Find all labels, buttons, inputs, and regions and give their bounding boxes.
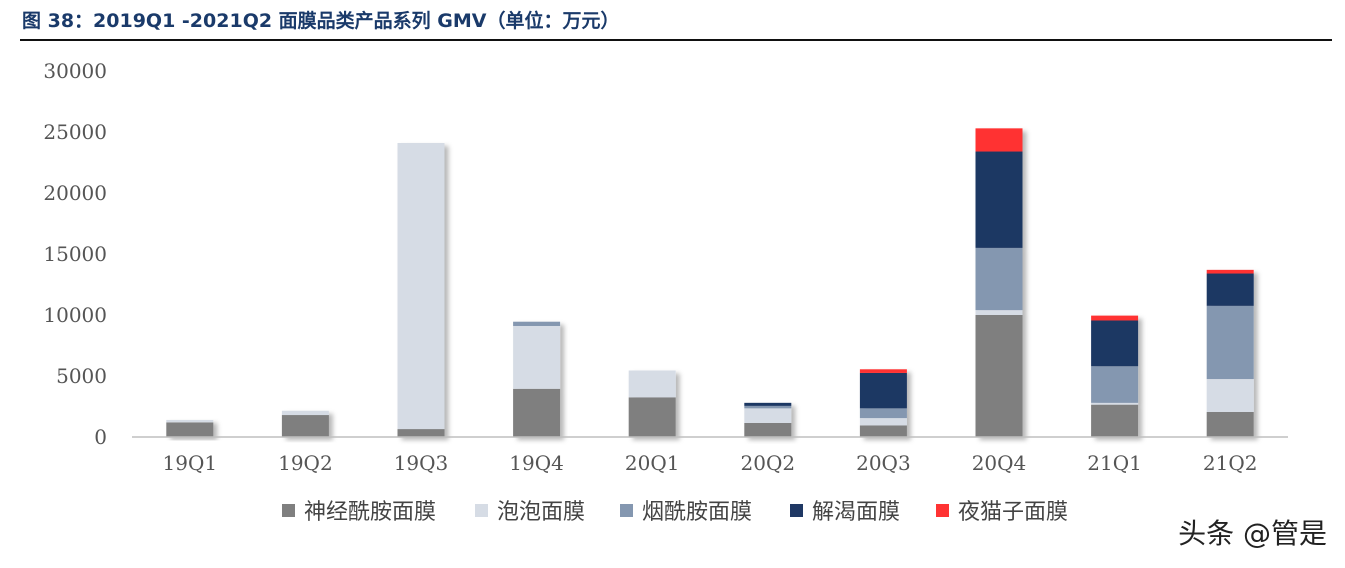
bar-segment-19q1-s0 xyxy=(166,422,214,437)
legend-swatch xyxy=(790,503,803,517)
bar-segment-21q2-s3 xyxy=(1206,273,1254,306)
bar-segment-19q1-s1 xyxy=(166,419,214,423)
bar-segment-19q2-s1 xyxy=(281,410,329,416)
bar-segment-21q2-s1 xyxy=(1206,379,1254,412)
legend-swatch xyxy=(282,503,295,517)
y-tick-label: 10000 xyxy=(43,303,107,327)
y-tick-label: 25000 xyxy=(43,120,107,144)
bar-segment-21q1-s0 xyxy=(1091,404,1139,437)
x-tick-label: 20Q1 xyxy=(625,451,680,475)
x-tick-label: 20Q4 xyxy=(972,451,1027,475)
x-tick-label: 19Q4 xyxy=(509,451,564,475)
legend-swatch xyxy=(475,503,488,517)
bar-segment-20q3-s1 xyxy=(859,418,907,426)
y-tick-label: 5000 xyxy=(56,364,107,388)
x-tick-label: 19Q1 xyxy=(163,451,218,475)
bar-segment-19q3-s1 xyxy=(397,142,445,430)
bar-stack-20q4 xyxy=(975,128,1023,437)
bar-segment-20q1-s1 xyxy=(628,370,676,398)
bar-segment-20q3-s4 xyxy=(859,369,907,373)
legend-label: 神经酰胺面膜 xyxy=(304,500,437,525)
bar-segment-21q2-s0 xyxy=(1206,411,1254,437)
watermark: 头条 @管是 xyxy=(1178,517,1327,550)
bar-segment-21q2-s2 xyxy=(1206,305,1254,380)
y-tick-label: 30000 xyxy=(43,59,107,83)
bar-segment-21q1-s3 xyxy=(1091,320,1139,367)
bar-segment-19q2-s0 xyxy=(281,415,329,437)
bar-stack-20q1 xyxy=(628,370,676,437)
x-tick-label: 19Q2 xyxy=(278,451,333,475)
legend-label: 夜猫子面膜 xyxy=(958,500,1069,525)
x-tick-label: 21Q2 xyxy=(1203,451,1258,475)
bar-segment-20q4-s0 xyxy=(975,315,1023,437)
legend-item: 烟酰胺面膜 xyxy=(620,494,752,526)
bar-segment-20q2-s2 xyxy=(744,405,792,409)
x-tick-label: 19Q3 xyxy=(394,451,449,475)
x-tick-label: 20Q2 xyxy=(741,451,796,475)
bar-segment-20q3-s2 xyxy=(859,408,907,419)
bar-segment-21q2-s4 xyxy=(1206,269,1254,274)
legend-label: 烟酰胺面膜 xyxy=(642,500,753,525)
legend-item: 泡泡面膜 xyxy=(475,494,585,526)
bar-segment-20q3-s3 xyxy=(859,372,907,409)
bar-segment-20q2-s0 xyxy=(744,422,792,437)
legend-swatch xyxy=(936,503,949,517)
bar-stack-21q1 xyxy=(1091,315,1139,437)
bar-segment-20q4-s3 xyxy=(975,151,1023,248)
y-axis-ticks: 0 5000 10000 15000 20000 25000 30000 xyxy=(43,59,107,449)
bar-segment-19q4-s2 xyxy=(513,321,561,326)
bar-stack-19q2 xyxy=(281,410,329,437)
x-tick-label: 20Q3 xyxy=(856,451,911,475)
bar-groups xyxy=(166,128,1254,437)
y-tick-label: 15000 xyxy=(43,242,107,266)
chart-legend: 神经酰胺面膜 泡泡面膜 烟酰胺面膜 解渴面膜 夜猫子面膜 xyxy=(0,494,1345,534)
x-axis-ticks: 19Q1 19Q2 19Q3 19Q4 20Q1 20Q2 20Q3 20Q4 21Q1 21Q2 xyxy=(163,451,1258,475)
bar-stack-20q3 xyxy=(859,369,907,437)
chart-title: 图 38：2019Q1 -2021Q2 面膜品类产品系列 GMV（单位：万元） xyxy=(22,10,620,32)
bar-segment-20q4-s1 xyxy=(975,310,1023,315)
bar-stack-19q3 xyxy=(397,142,445,437)
bar-segment-20q3-s0 xyxy=(859,425,907,437)
bar-segment-20q4-s4 xyxy=(975,128,1023,152)
y-tick-label: 20000 xyxy=(43,181,107,205)
bar-segment-20q4-s2 xyxy=(975,247,1023,311)
bar-stack-20q2 xyxy=(744,402,792,437)
y-tick-label: 0 xyxy=(94,425,107,449)
legend-label: 解渴面膜 xyxy=(812,500,901,525)
bar-stack-19q1 xyxy=(166,419,214,437)
bar-stack-19q4 xyxy=(513,321,561,437)
legend-swatch xyxy=(620,503,633,517)
bar-segment-21q1-s1 xyxy=(1091,402,1139,405)
bar-segment-20q2-s1 xyxy=(744,408,792,423)
x-tick-label: 21Q1 xyxy=(1087,451,1142,475)
bar-segment-20q1-s0 xyxy=(628,397,676,437)
legend-item: 神经酰胺面膜 xyxy=(282,494,436,526)
bar-segment-19q4-s0 xyxy=(513,388,561,437)
bar-segment-21q1-s4 xyxy=(1091,315,1139,321)
legend-item: 解渴面膜 xyxy=(790,494,900,526)
bar-segment-21q1-s2 xyxy=(1091,366,1139,403)
legend-item: 夜猫子面膜 xyxy=(936,494,1068,526)
bar-stack-21q2 xyxy=(1206,269,1254,437)
legend-label: 泡泡面膜 xyxy=(497,500,586,525)
bar-segment-20q2-s3 xyxy=(744,402,792,406)
bar-segment-19q3-s0 xyxy=(397,429,445,437)
title-underline xyxy=(20,39,1332,41)
bar-segment-19q4-s1 xyxy=(513,325,561,389)
